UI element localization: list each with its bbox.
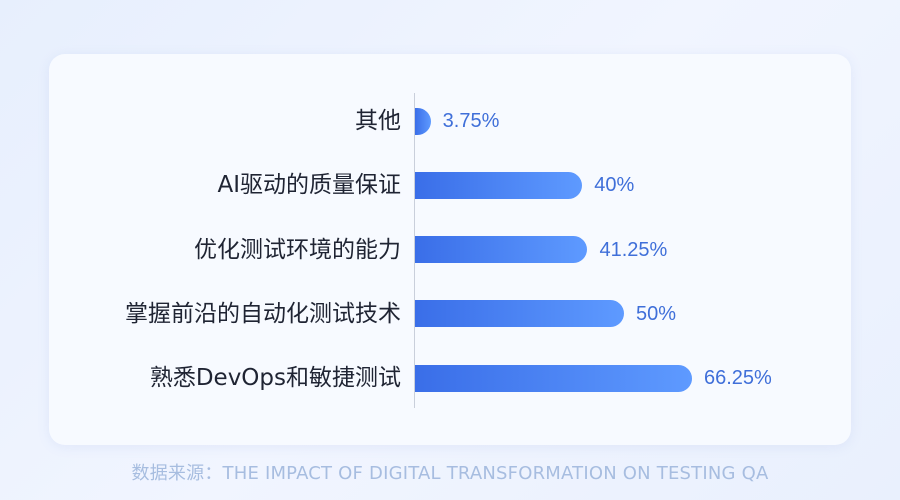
y-axis-line bbox=[414, 93, 415, 408]
category-label: 掌握前沿的自动化测试技术 bbox=[125, 300, 401, 327]
value-label: 41.25% bbox=[599, 238, 668, 261]
value-label: 40% bbox=[594, 174, 635, 197]
bar bbox=[415, 236, 588, 263]
bar bbox=[415, 300, 625, 328]
category-label: AI驱动的质量保证 bbox=[217, 172, 401, 199]
value-label: 66.25% bbox=[704, 367, 772, 389]
bar bbox=[415, 364, 692, 392]
bar bbox=[415, 171, 583, 199]
data-source-note: 数据来源：THE IMPACT OF DIGITAL TRANSFORMATIO… bbox=[131, 463, 769, 484]
bar bbox=[415, 107, 431, 135]
value-label: 3.75% bbox=[442, 110, 500, 132]
category-label: 优化测试环境的能力 bbox=[194, 236, 401, 263]
value-label: 50% bbox=[636, 302, 677, 325]
category-label: 熟悉DevOps和敏捷测试 bbox=[149, 365, 401, 391]
category-label: 其他 bbox=[355, 108, 401, 134]
